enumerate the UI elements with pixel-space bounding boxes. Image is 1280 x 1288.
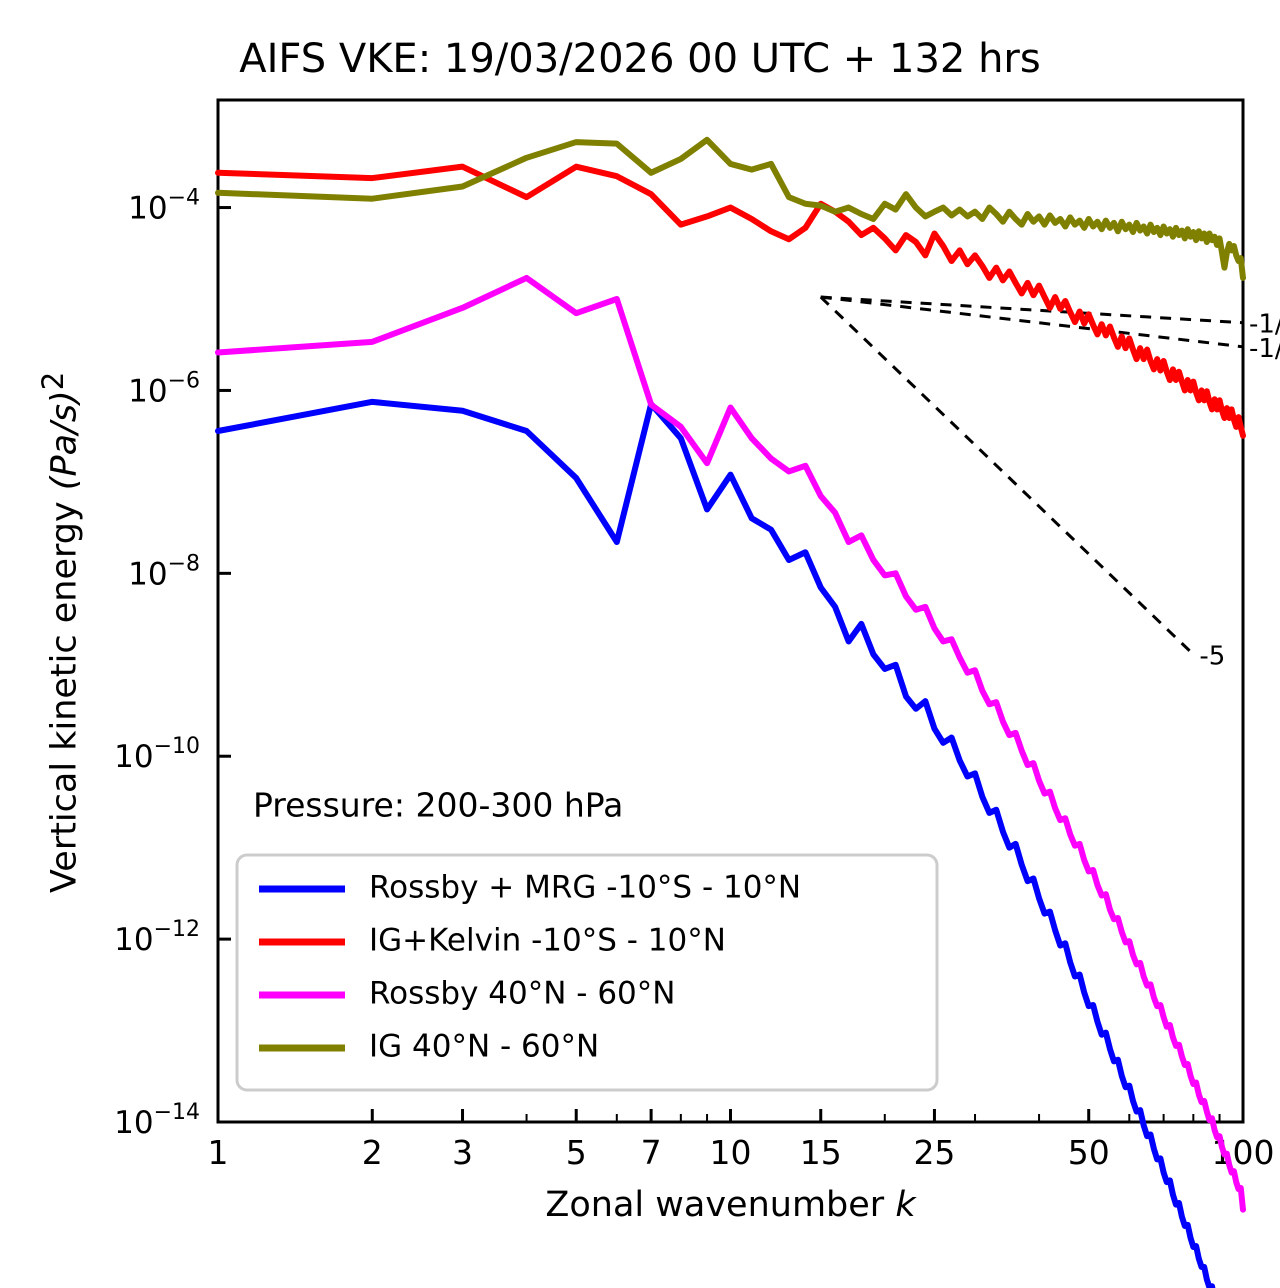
legend-label-2: Rossby 40°N - 60°N (369, 976, 675, 1012)
x-tick-label: 2 (362, 1133, 383, 1172)
axis-ticks (216, 206, 1245, 1124)
y-tick-label: 10−8 (128, 551, 200, 592)
slope-upper (820, 295, 1244, 325)
x-tick-label: 3 (452, 1133, 473, 1172)
legend: Rossby + MRG -10°S - 10°N IG+Kelvin -10°S… (235, 853, 939, 1092)
x-tick-label: 50 (1068, 1133, 1110, 1172)
y-tick-label: 10−6 (128, 368, 200, 409)
data-series (215, 136, 1246, 1288)
x-tick-label: 7 (641, 1133, 662, 1172)
series-line-2 (215, 274, 1246, 1213)
reference-lines: -1/3-1/3 -5 (819, 295, 1280, 671)
chart-annotations: Pressure: 200-300 hPa (253, 785, 623, 824)
x-tick-label: 1 (208, 1133, 229, 1172)
slope-upper-label: -1/3 (1249, 310, 1280, 340)
legend-label-0: Rossby + MRG -10°S - 10°N (369, 870, 801, 906)
page-title: AIFS VKE: 19/03/2026 00 UTC + 132 hrs (239, 36, 1041, 82)
y-tick-label: 10−4 (128, 186, 200, 227)
y-tick-label: 10−14 (114, 1100, 200, 1141)
series-line-0 (215, 398, 1216, 1288)
axis-tick-labels: 1 2 3 5 7 10 15 25 50 10010−410−610−810−1010−1210… (114, 186, 1274, 1172)
slope-middle-label: -1/3 (1249, 334, 1280, 364)
slope-steep-label: -5 (1199, 641, 1225, 671)
x-tick-label: 5 (566, 1133, 587, 1172)
slope-middle (820, 295, 1244, 349)
series-line-1 (215, 163, 1246, 439)
x-axis-label-text: Zonal wavenumber k (545, 1185, 916, 1225)
x-tick-label: 15 (800, 1133, 842, 1172)
slope-steep (819, 295, 1195, 656)
legend-label-1: IG+Kelvin -10°S - 10°N (369, 923, 726, 959)
x-tick-label: 10 (710, 1133, 752, 1172)
x-tick-label: 25 (913, 1133, 955, 1172)
legend-label-3: IG 40°N - 60°N (369, 1029, 599, 1065)
legend-box (235, 853, 939, 1092)
x-axis-label: Zonal wavenumber k (218, 1185, 1243, 1225)
y-tick-label: 10−12 (114, 917, 200, 958)
series-line-3 (215, 136, 1246, 281)
pressure-annotation: Pressure: 200-300 hPa (253, 785, 623, 824)
y-tick-label: 10−10 (114, 734, 200, 775)
